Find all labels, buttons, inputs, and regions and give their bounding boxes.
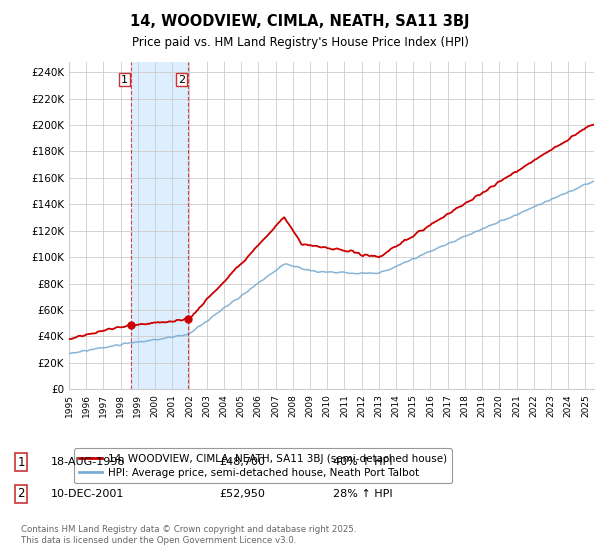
Text: 2: 2 <box>17 487 25 501</box>
Bar <box>131 62 188 389</box>
Text: 18-AUG-1998: 18-AUG-1998 <box>51 457 125 467</box>
Text: £52,950: £52,950 <box>219 489 265 499</box>
Text: 1: 1 <box>121 75 128 85</box>
Text: 14, WOODVIEW, CIMLA, NEATH, SA11 3BJ: 14, WOODVIEW, CIMLA, NEATH, SA11 3BJ <box>130 14 470 29</box>
Text: 40% ↑ HPI: 40% ↑ HPI <box>333 457 392 467</box>
Legend: 14, WOODVIEW, CIMLA, NEATH, SA11 3BJ (semi-detached house), HPI: Average price, : 14, WOODVIEW, CIMLA, NEATH, SA11 3BJ (se… <box>74 449 452 483</box>
Text: 1: 1 <box>17 455 25 469</box>
Text: Contains HM Land Registry data © Crown copyright and database right 2025.
This d: Contains HM Land Registry data © Crown c… <box>21 525 356 545</box>
Text: Price paid vs. HM Land Registry's House Price Index (HPI): Price paid vs. HM Land Registry's House … <box>131 36 469 49</box>
Text: 28% ↑ HPI: 28% ↑ HPI <box>333 489 392 499</box>
Text: 2: 2 <box>178 75 185 85</box>
Text: £48,700: £48,700 <box>219 457 265 467</box>
Text: 10-DEC-2001: 10-DEC-2001 <box>51 489 124 499</box>
